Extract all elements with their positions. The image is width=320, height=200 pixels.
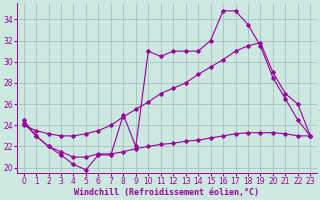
X-axis label: Windchill (Refroidissement éolien,°C): Windchill (Refroidissement éolien,°C)	[75, 188, 260, 197]
